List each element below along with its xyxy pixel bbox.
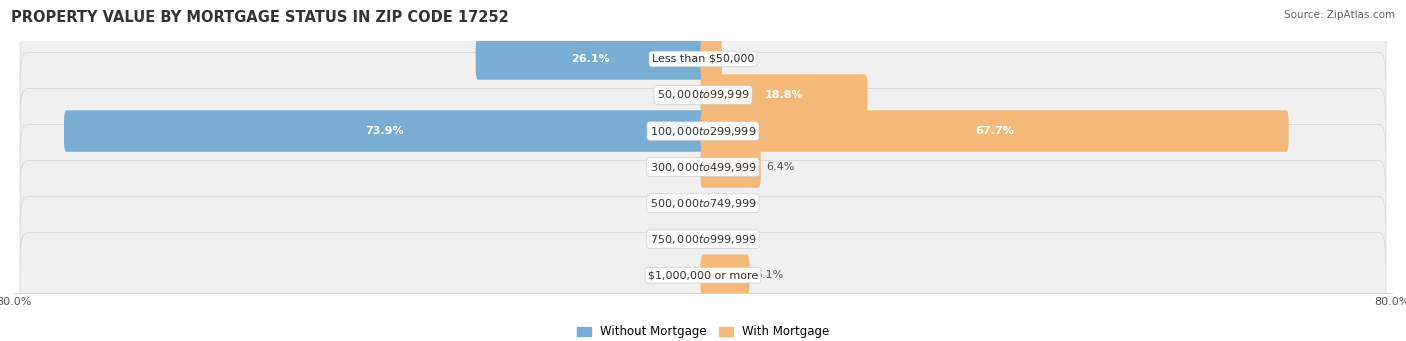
Text: Less than $50,000: Less than $50,000 — [652, 54, 754, 64]
Text: $100,000 to $299,999: $100,000 to $299,999 — [650, 124, 756, 137]
Legend: Without Mortgage, With Mortgage: Without Mortgage, With Mortgage — [572, 321, 834, 341]
FancyBboxPatch shape — [20, 161, 1386, 246]
FancyBboxPatch shape — [20, 16, 1386, 102]
Text: 0.0%: 0.0% — [711, 234, 740, 244]
FancyBboxPatch shape — [700, 110, 1289, 152]
Text: $500,000 to $749,999: $500,000 to $749,999 — [650, 197, 756, 210]
FancyBboxPatch shape — [20, 53, 1386, 137]
Text: PROPERTY VALUE BY MORTGAGE STATUS IN ZIP CODE 17252: PROPERTY VALUE BY MORTGAGE STATUS IN ZIP… — [11, 10, 509, 25]
Text: 0.0%: 0.0% — [666, 270, 695, 280]
Text: $750,000 to $999,999: $750,000 to $999,999 — [650, 233, 756, 246]
FancyBboxPatch shape — [700, 74, 868, 116]
FancyBboxPatch shape — [20, 233, 1386, 318]
Text: 67.7%: 67.7% — [976, 126, 1014, 136]
FancyBboxPatch shape — [20, 124, 1386, 210]
Text: 26.1%: 26.1% — [571, 54, 610, 64]
FancyBboxPatch shape — [65, 110, 706, 152]
Text: 0.0%: 0.0% — [666, 90, 695, 100]
FancyBboxPatch shape — [475, 38, 706, 80]
FancyBboxPatch shape — [700, 254, 749, 296]
Text: 18.8%: 18.8% — [765, 90, 803, 100]
Text: 0.0%: 0.0% — [666, 162, 695, 172]
Text: 5.1%: 5.1% — [755, 270, 783, 280]
Text: 1.9%: 1.9% — [728, 54, 756, 64]
FancyBboxPatch shape — [20, 197, 1386, 282]
Text: $300,000 to $499,999: $300,000 to $499,999 — [650, 161, 756, 174]
Text: Source: ZipAtlas.com: Source: ZipAtlas.com — [1284, 10, 1395, 20]
Text: 73.9%: 73.9% — [366, 126, 404, 136]
FancyBboxPatch shape — [700, 38, 721, 80]
Text: $50,000 to $99,999: $50,000 to $99,999 — [657, 89, 749, 102]
FancyBboxPatch shape — [700, 146, 761, 188]
Text: 0.0%: 0.0% — [666, 234, 695, 244]
FancyBboxPatch shape — [20, 89, 1386, 174]
Text: $1,000,000 or more: $1,000,000 or more — [648, 270, 758, 280]
Text: 0.0%: 0.0% — [666, 198, 695, 208]
Text: 6.4%: 6.4% — [766, 162, 796, 172]
Text: 0.0%: 0.0% — [711, 198, 740, 208]
